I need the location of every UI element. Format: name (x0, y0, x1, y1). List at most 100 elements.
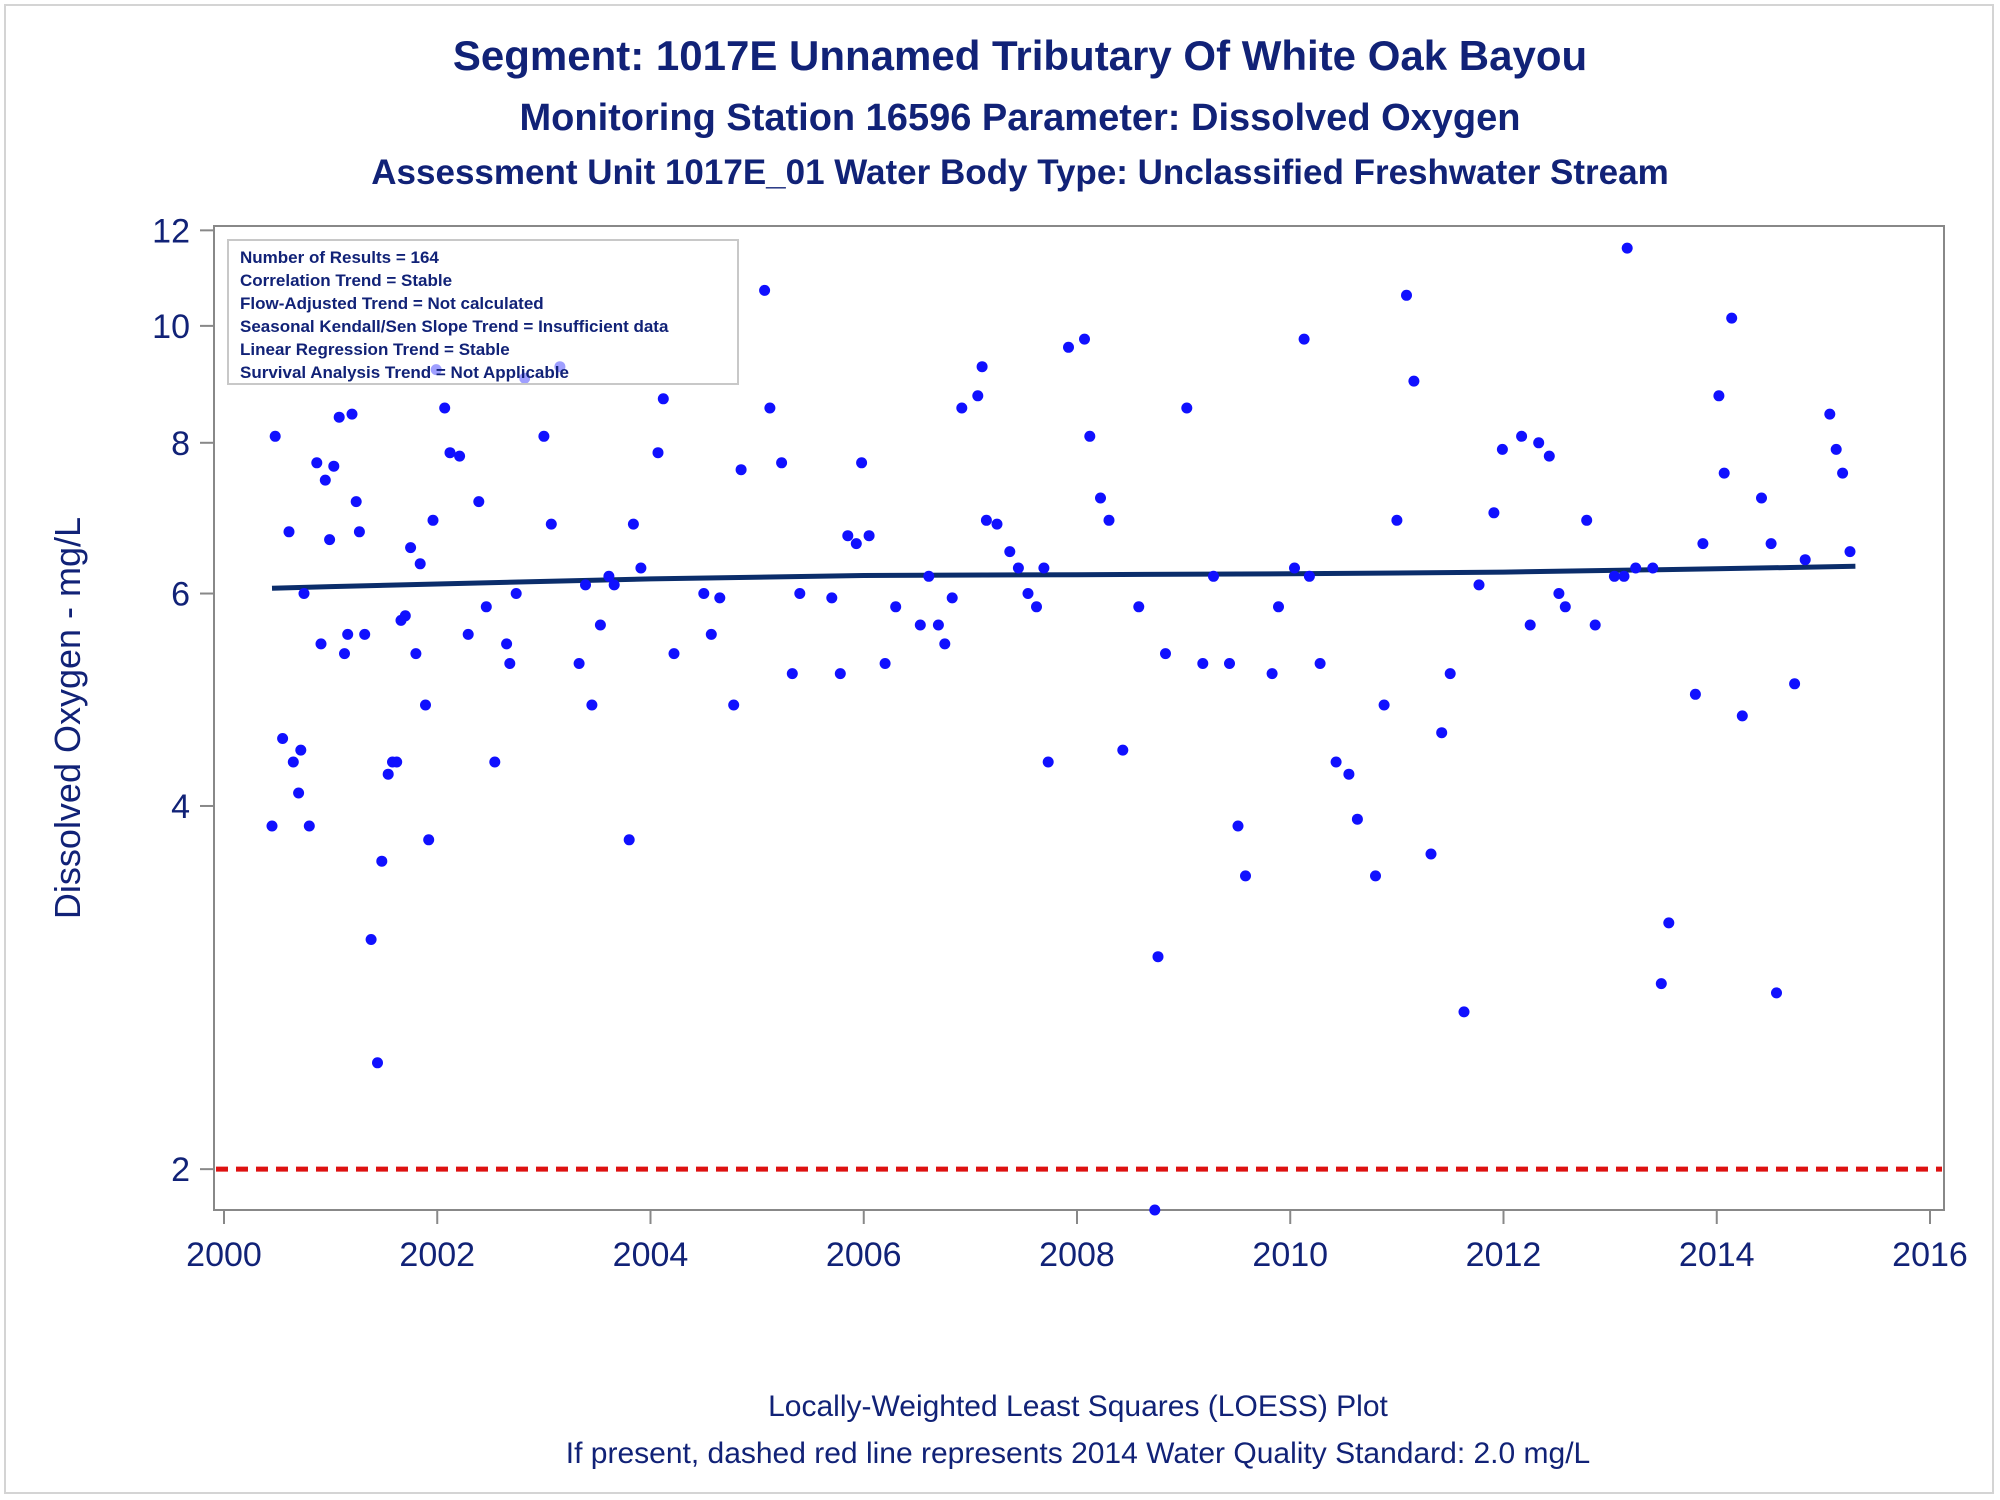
data-point (538, 430, 550, 442)
data-point (863, 530, 875, 542)
data-point (698, 588, 710, 599)
chart-subtitle-station: Monitoring Station 16596 Parameter: Diss… (520, 97, 1521, 139)
data-point (1370, 870, 1381, 882)
x-tick-label: 2010 (1252, 1236, 1328, 1274)
data-point (1844, 546, 1856, 558)
loess-line (271, 563, 1856, 591)
data-point (1496, 443, 1508, 455)
data-point (1401, 289, 1412, 301)
data-point (856, 457, 868, 469)
data-point (1488, 507, 1500, 519)
data-point (573, 658, 585, 669)
data-point (1458, 1006, 1470, 1018)
data-point (657, 393, 669, 405)
data-point (376, 855, 388, 867)
inset-line-survival-analysis: Survival Analysis Trend = Not Applicable (240, 363, 569, 382)
data-point (315, 638, 327, 650)
footnote-standard: If present, dashed red line represents 2… (566, 1437, 1590, 1470)
x-axis: 2000 2002 2004 2006 2008 2010 2012 2014 2016 (186, 1210, 1968, 1274)
data-point (1343, 768, 1355, 780)
data-point (1553, 588, 1565, 599)
data-point (1095, 492, 1106, 504)
y-tick-label: 4 (171, 788, 190, 826)
y-tick-label: 6 (171, 576, 190, 614)
data-point (1516, 430, 1528, 442)
data-point (1408, 375, 1420, 387)
data-point (324, 534, 336, 546)
data-point (1789, 678, 1801, 690)
x-tick-label: 2008 (1039, 1236, 1115, 1274)
data-point (1022, 588, 1034, 599)
data-point (1697, 538, 1709, 550)
data-point (346, 408, 358, 420)
data-point (714, 592, 726, 604)
inset-line-seasonal-kendall: Seasonal Kendall/Sen Slope Trend = Insuf… (240, 317, 669, 336)
scatter-points (266, 242, 1856, 1216)
data-point (1289, 562, 1300, 574)
data-point (510, 588, 522, 599)
data-point (1830, 443, 1842, 455)
data-point (914, 619, 926, 631)
data-point (1736, 710, 1748, 722)
data-point (1621, 242, 1633, 254)
data-point (1663, 917, 1675, 929)
data-point (1543, 450, 1555, 462)
data-point (1378, 699, 1390, 711)
data-point (1224, 658, 1235, 669)
x-tick-label: 2016 (1892, 1236, 1968, 1274)
y-tick-label: 8 (171, 425, 190, 463)
data-point (420, 699, 431, 711)
data-point (826, 592, 838, 604)
data-point (399, 610, 411, 622)
data-point (923, 570, 935, 582)
data-point (1232, 820, 1244, 832)
data-point (1559, 601, 1571, 613)
data-point (1436, 727, 1448, 739)
data-point (1303, 570, 1315, 582)
data-point (303, 820, 315, 832)
data-point (635, 562, 647, 574)
data-point (342, 628, 354, 640)
data-point (580, 579, 591, 591)
data-point (1298, 333, 1310, 345)
data-point (1197, 658, 1209, 669)
data-point (1444, 668, 1456, 680)
data-point (850, 538, 862, 550)
data-point (608, 579, 620, 591)
data-point (1713, 390, 1725, 402)
y-tick-label: 2 (171, 1151, 190, 1189)
data-point (735, 464, 747, 476)
data-point (939, 638, 951, 650)
data-point (759, 284, 771, 296)
data-point (311, 457, 323, 469)
data-point (444, 447, 456, 459)
data-point (976, 361, 988, 373)
inset-line-linear-regression: Linear Regression Trend = Stable (240, 340, 510, 359)
chart-subtitle-assessment: Assessment Unit 1017E_01 Water Body Type… (371, 153, 1668, 192)
data-point (365, 934, 377, 945)
data-point (1266, 668, 1278, 680)
data-point (1608, 570, 1620, 582)
data-point (333, 411, 345, 423)
data-point (1689, 688, 1701, 700)
y-axis: 2 4 6 8 10 12 (152, 212, 214, 1189)
chart-frame: Segment: 1017E Unnamed Tributary Of Whit… (4, 4, 1994, 1494)
stats-inset: Number of Results = 164 Correlation Tren… (227, 239, 739, 385)
x-tick-label: 2012 (1466, 1236, 1542, 1274)
data-point (956, 402, 968, 414)
data-point (501, 638, 513, 650)
data-point (1103, 514, 1115, 526)
data-point (776, 457, 788, 469)
data-point (1771, 987, 1782, 999)
data-point (339, 648, 350, 660)
data-point (391, 756, 403, 768)
data-point (427, 514, 439, 526)
data-point (1084, 430, 1096, 442)
data-point (283, 526, 295, 538)
data-point (454, 450, 466, 462)
data-point (1655, 978, 1667, 990)
inset-line-correlation: Correlation Trend = Stable (240, 271, 452, 290)
data-point (423, 834, 435, 846)
data-point (405, 542, 417, 554)
y-tick-label: 10 (152, 308, 190, 346)
